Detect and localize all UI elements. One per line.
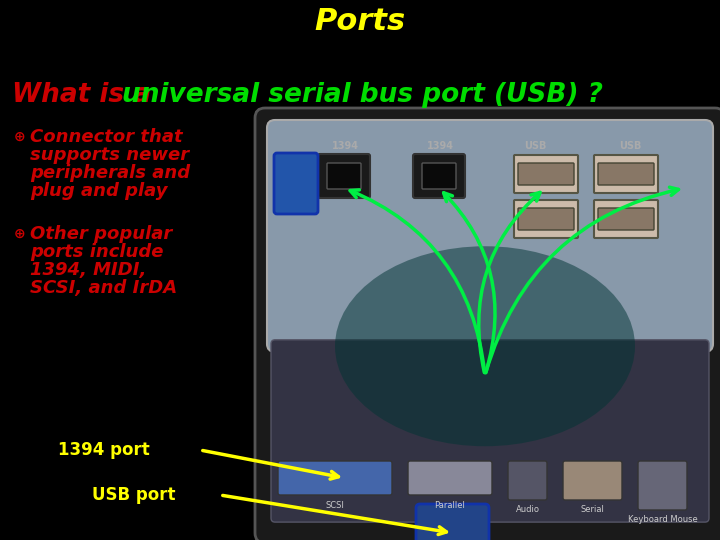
Text: USB: USB bbox=[524, 141, 546, 151]
FancyBboxPatch shape bbox=[594, 200, 658, 238]
Text: ports include: ports include bbox=[30, 243, 163, 261]
FancyBboxPatch shape bbox=[274, 153, 318, 214]
FancyBboxPatch shape bbox=[327, 163, 361, 189]
FancyBboxPatch shape bbox=[413, 154, 465, 198]
Ellipse shape bbox=[335, 246, 635, 446]
Text: Connector that: Connector that bbox=[30, 128, 183, 146]
FancyBboxPatch shape bbox=[518, 163, 574, 185]
Text: Keyboard Mouse: Keyboard Mouse bbox=[628, 516, 698, 524]
FancyBboxPatch shape bbox=[422, 163, 456, 189]
Text: 1394, MIDI,: 1394, MIDI, bbox=[30, 261, 146, 279]
Text: ⊕: ⊕ bbox=[14, 130, 26, 144]
Text: SCSI: SCSI bbox=[325, 501, 344, 510]
Text: universal serial bus port (USB) ?: universal serial bus port (USB) ? bbox=[122, 82, 603, 108]
FancyBboxPatch shape bbox=[278, 461, 392, 495]
Text: plug and play: plug and play bbox=[30, 182, 168, 200]
FancyBboxPatch shape bbox=[408, 461, 492, 495]
FancyBboxPatch shape bbox=[594, 155, 658, 193]
Text: 1394 port: 1394 port bbox=[58, 441, 150, 459]
FancyBboxPatch shape bbox=[416, 504, 489, 540]
Text: USB: USB bbox=[618, 141, 642, 151]
Text: Serial: Serial bbox=[580, 505, 604, 515]
Text: Parallel: Parallel bbox=[435, 501, 465, 510]
FancyBboxPatch shape bbox=[638, 461, 687, 510]
Text: USB port: USB port bbox=[91, 486, 175, 504]
Text: Audio: Audio bbox=[516, 505, 539, 515]
FancyBboxPatch shape bbox=[598, 163, 654, 185]
Text: peripherals and: peripherals and bbox=[30, 164, 190, 182]
FancyBboxPatch shape bbox=[508, 461, 547, 500]
Text: Other popular: Other popular bbox=[30, 225, 172, 243]
Text: Ports: Ports bbox=[315, 8, 405, 37]
Text: 1394: 1394 bbox=[426, 141, 454, 151]
FancyBboxPatch shape bbox=[563, 461, 622, 500]
FancyBboxPatch shape bbox=[514, 155, 578, 193]
Text: What is a: What is a bbox=[12, 82, 160, 108]
FancyBboxPatch shape bbox=[598, 208, 654, 230]
Text: 1394: 1394 bbox=[331, 141, 359, 151]
FancyBboxPatch shape bbox=[318, 154, 370, 198]
FancyBboxPatch shape bbox=[518, 208, 574, 230]
FancyBboxPatch shape bbox=[271, 340, 709, 522]
FancyBboxPatch shape bbox=[514, 200, 578, 238]
Text: SCSI, and IrDA: SCSI, and IrDA bbox=[30, 279, 177, 297]
Text: ⊕: ⊕ bbox=[14, 227, 26, 241]
FancyBboxPatch shape bbox=[267, 120, 713, 352]
FancyBboxPatch shape bbox=[255, 108, 720, 540]
Text: supports newer: supports newer bbox=[30, 146, 189, 164]
